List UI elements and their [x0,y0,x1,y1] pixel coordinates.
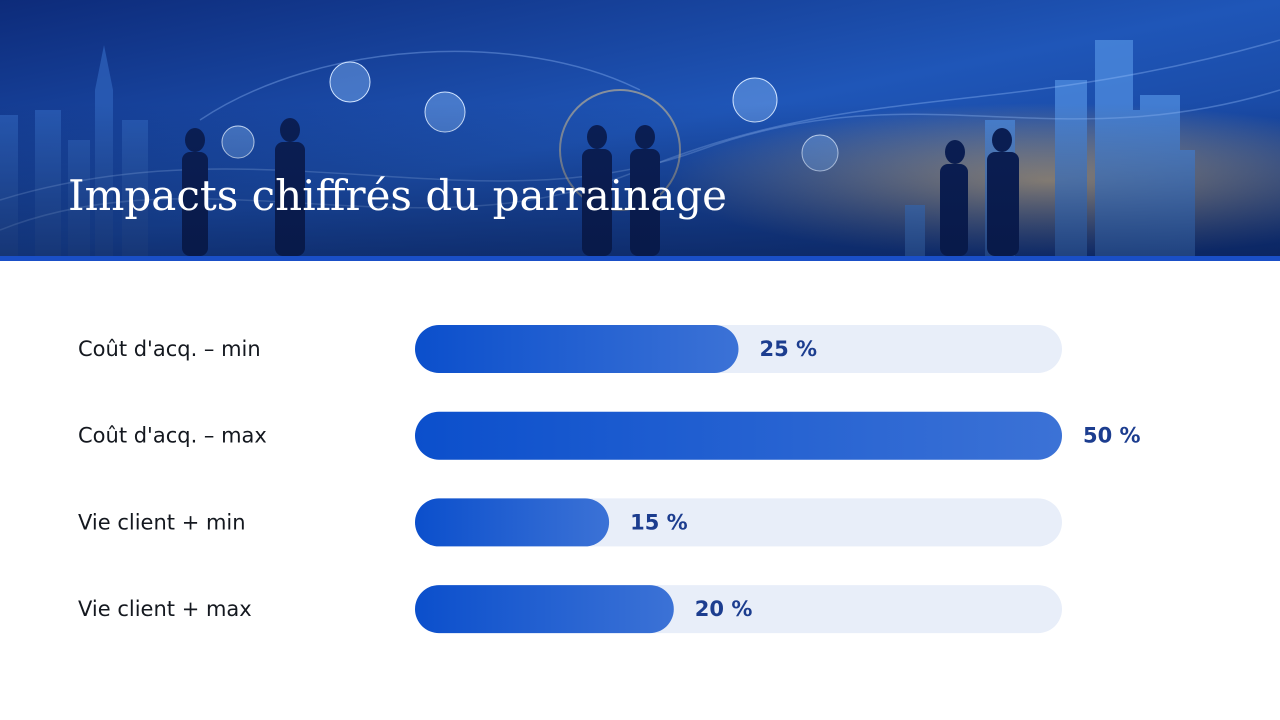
bar [415,411,1062,460]
value-label: 15 % [630,510,688,534]
bar [415,585,674,634]
category-label: Vie client + min [78,510,246,534]
banner-rule [0,256,1280,261]
value-label: 25 % [760,337,818,361]
bar [415,325,739,373]
value-label: 20 % [695,597,753,621]
value-label: 50 % [1083,424,1141,448]
banner [0,0,1280,261]
chart-title: Impacts chiffrés du parrainage [68,171,727,220]
category-label: Vie client + max [78,597,252,621]
banner-shade [0,0,1280,258]
category-label: Coût d'acq. – min [78,337,261,361]
bar [415,498,610,547]
category-label: Coût d'acq. – max [78,424,267,448]
